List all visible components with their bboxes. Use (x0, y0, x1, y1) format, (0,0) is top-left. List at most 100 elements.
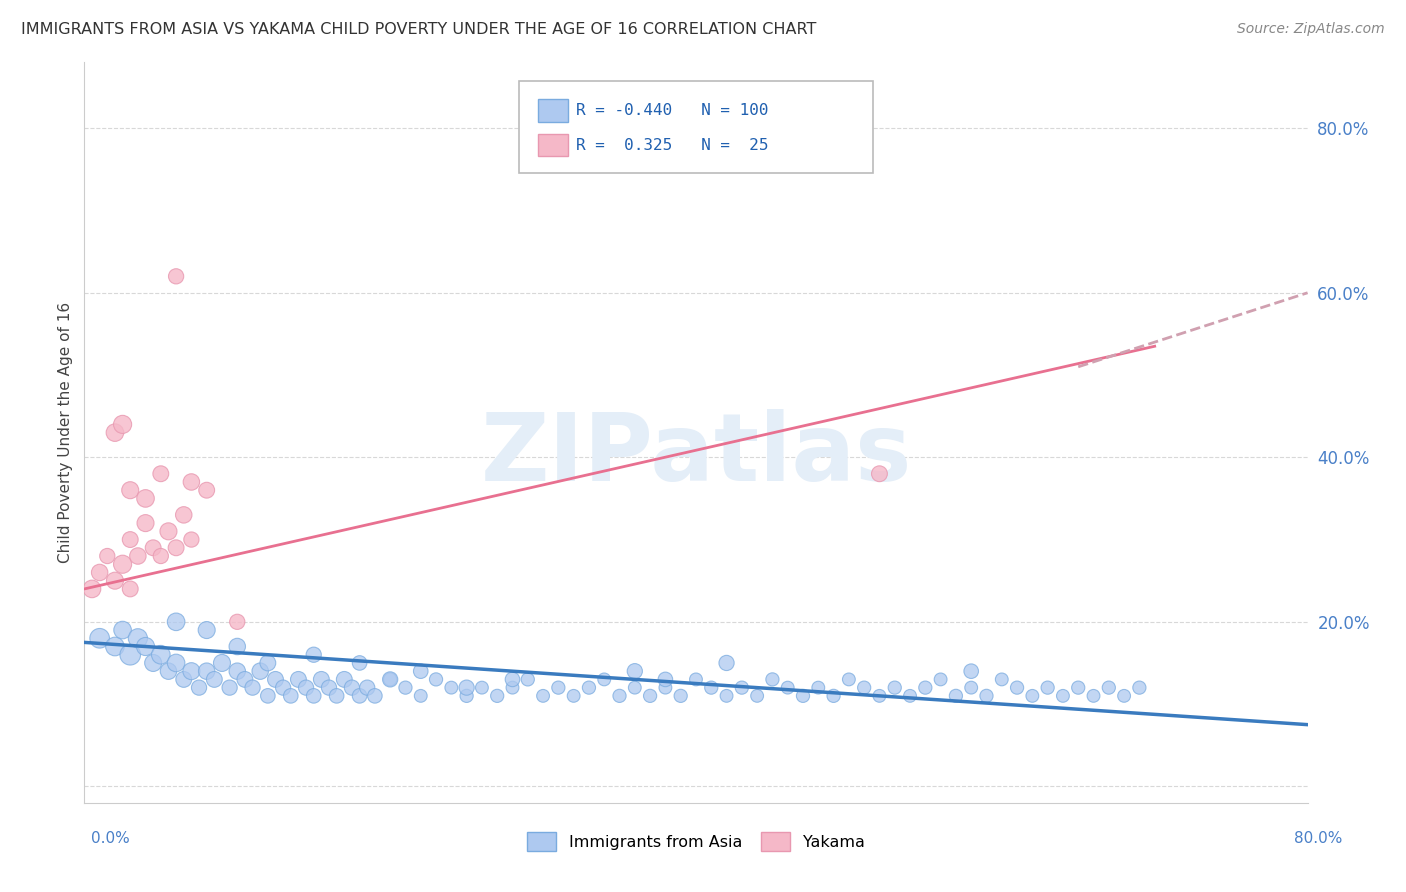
Point (578, 681, 600, 695)
Point (271, 681, 294, 695)
Point (364, 689, 387, 703)
Point (945, 689, 967, 703)
Point (104, 425, 127, 440)
Point (173, 508, 195, 522)
Point (180, 664, 202, 678)
Point (1128, 681, 1150, 695)
Point (486, 689, 509, 703)
Point (173, 673, 195, 687)
Point (165, 656, 187, 670)
Point (731, 681, 754, 695)
Point (869, 689, 891, 703)
Point (516, 673, 538, 687)
Point (96, 549, 118, 563)
Point (380, 673, 402, 687)
Point (111, 417, 134, 432)
Point (180, 533, 202, 547)
Point (685, 673, 707, 687)
Point (218, 681, 240, 695)
Point (898, 689, 921, 703)
Point (1067, 681, 1090, 695)
Point (302, 689, 325, 703)
Point (456, 681, 478, 695)
Point (157, 524, 180, 539)
Point (807, 681, 830, 695)
Text: 0.0%: 0.0% (91, 831, 131, 846)
Point (180, 475, 202, 489)
FancyBboxPatch shape (519, 81, 873, 173)
Point (111, 558, 134, 572)
Point (792, 689, 814, 703)
Text: IMMIGRANTS FROM ASIA VS YAKAMA CHILD POVERTY UNDER THE AGE OF 16 CORRELATION CHA: IMMIGRANTS FROM ASIA VS YAKAMA CHILD POV… (21, 22, 817, 37)
Point (356, 681, 378, 695)
Point (311, 673, 333, 687)
Point (195, 483, 218, 498)
Point (547, 681, 569, 695)
Point (135, 640, 157, 654)
Point (80, 582, 103, 596)
Point (111, 623, 134, 637)
Point (104, 574, 127, 588)
Point (318, 681, 340, 695)
Point (1083, 689, 1105, 703)
Point (654, 673, 676, 687)
Point (211, 656, 233, 670)
Point (409, 664, 432, 678)
Point (747, 689, 769, 703)
Point (853, 681, 876, 695)
Point (1005, 681, 1028, 695)
Point (349, 656, 371, 670)
Point (165, 269, 187, 284)
Point (838, 673, 860, 687)
Point (1036, 681, 1059, 695)
Point (869, 467, 891, 481)
Point (149, 549, 172, 563)
Text: R = -0.440   N = 100: R = -0.440 N = 100 (576, 103, 769, 118)
Point (135, 491, 157, 506)
Point (120, 483, 142, 498)
Point (776, 681, 799, 695)
Point (456, 689, 478, 703)
Point (340, 681, 363, 695)
Point (1098, 681, 1121, 695)
Point (257, 656, 280, 670)
Point (280, 689, 302, 703)
Point (226, 664, 249, 678)
Point (654, 681, 676, 695)
Point (425, 673, 447, 687)
Point (127, 632, 149, 646)
Point (471, 681, 494, 695)
Point (104, 640, 127, 654)
Point (380, 673, 402, 687)
Point (142, 656, 165, 670)
Point (287, 673, 309, 687)
FancyBboxPatch shape (538, 99, 568, 121)
Point (149, 648, 172, 662)
Point (1021, 689, 1043, 703)
Point (716, 689, 738, 703)
Point (135, 516, 157, 530)
Point (929, 673, 952, 687)
Point (716, 656, 738, 670)
Text: Source: ZipAtlas.com: Source: ZipAtlas.com (1237, 22, 1385, 37)
Point (188, 681, 211, 695)
FancyBboxPatch shape (538, 135, 568, 156)
Point (165, 615, 187, 629)
Point (1052, 689, 1074, 703)
Point (960, 664, 983, 678)
Point (531, 689, 554, 703)
Point (562, 689, 585, 703)
Y-axis label: Child Poverty Under the Age of 16: Child Poverty Under the Age of 16 (58, 302, 73, 563)
Point (976, 689, 998, 703)
Point (914, 681, 936, 695)
Point (257, 689, 280, 703)
Point (149, 467, 172, 481)
Point (669, 689, 692, 703)
Point (157, 664, 180, 678)
Point (638, 689, 661, 703)
Point (624, 681, 647, 695)
Point (195, 623, 218, 637)
Point (823, 689, 845, 703)
Point (349, 689, 371, 703)
Point (409, 689, 432, 703)
